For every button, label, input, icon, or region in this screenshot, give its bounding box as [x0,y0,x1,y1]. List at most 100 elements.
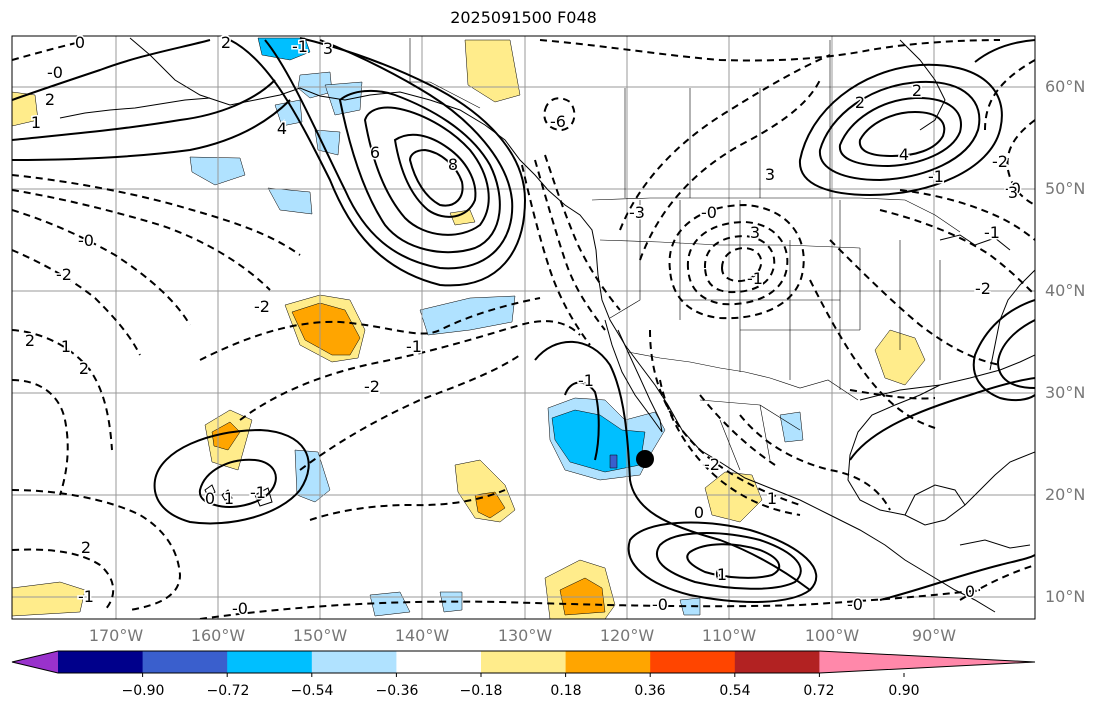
lon-label-120w: 120°W [599,626,655,645]
shaded-regions [12,37,926,619]
contour-label: -2 [704,455,720,474]
contour-label: -3 [629,203,645,222]
shade-warm-alaska-coast [464,39,521,103]
contour-east-canada-high-3 [838,96,962,168]
contour-west-pacific-1 [12,79,276,141]
contour-neg-alaska-north [539,39,1001,62]
coast-aleutians [59,97,211,119]
contour-label: -0 [232,599,248,618]
contour-gulf-coast-1 [849,377,1035,461]
contour-label: 0 [75,33,85,52]
coast-alaska-peninsula [129,37,549,191]
colorbar-tick-label: 0.90 [888,683,920,699]
contour-neg-northeast [984,59,1035,131]
contour-label: 3 [750,223,760,242]
coast-east-us [989,269,1035,371]
colorbar-extend-max [819,651,1035,673]
contour-neg-mid-pacific-4 [309,489,506,521]
contour-neg-rockies-low-2 [686,220,789,306]
contour-neg-mexico-2 [699,394,776,466]
contour-neg-rockies-low-4 [720,246,763,283]
lat-label-50n: 50°N [1045,179,1086,198]
contour-ridge-gulf-alaska-6 [408,148,464,207]
contour-label: -0 [78,231,94,250]
contour-hawaii-high-1 [153,428,310,525]
map-title: 2025091500 F048 [450,8,597,27]
contour-label: 2 [79,359,89,378]
contour-gulf-coast-3 [996,319,1035,389]
contour-neg-trough-2 [639,79,821,261]
contour-label: 3 [765,165,775,184]
border-us-mexico [627,351,859,401]
contour-neg-pacific-6 [12,379,69,496]
lon-label-110w: 110°W [701,626,757,645]
border-mexico-states [699,399,801,471]
contour-label: 8 [448,155,458,174]
colorbar-segment [227,651,313,673]
contour-east-pacific-low-lat-1 [627,521,818,603]
contour-label: 2 [912,81,922,100]
contour-label: -0 [701,203,717,222]
shade-warm-gulf-coast [874,329,926,386]
contour-label: 0 [715,565,725,584]
colorbar-segment [396,651,482,673]
colorbar-tick-label: 0.36 [634,683,666,699]
contour-label: 2 [25,331,35,350]
height-contours-dashed [12,39,1035,619]
contour-label: -2 [992,152,1008,171]
contour-east-canada-high-4 [858,110,946,158]
coast-caribbean [959,539,1031,549]
contour-neg-east-us [879,209,1035,296]
contour-neg-mid-pacific-3 [299,354,521,471]
lon-label-170w: 170°W [88,626,144,645]
contour-neg-rockies-low-1 [668,203,805,320]
shade-warm-mid-pacific-inner [291,302,361,356]
lon-label-140w: 140°W [394,626,450,645]
contour-neg-west-pacific-2 [12,189,271,291]
contour-neg-central-us [809,279,936,429]
lat-label-20n: 20°N [1045,485,1086,504]
contour-neg-central-us-2 [829,239,1001,366]
contour-neg-west-pacific-1 [12,174,301,256]
colorbar-segment [142,651,228,673]
contour-ridge-gulf-alaska-2 [264,39,514,270]
coast-gulf-us [859,354,1035,401]
lat-label-60n: 60°N [1045,77,1086,96]
location-marker [636,450,654,468]
contour-neg-south-edge [199,589,981,619]
contour-label: 1 [767,489,777,508]
shade-blue-south-3 [679,597,701,616]
contour-west-pacific-2 [12,99,291,161]
contour-baja-ridge-1 [534,340,811,591]
contour-neg-mid-pacific-2 [239,320,581,421]
contour-label: -1 [928,167,944,186]
coast-yucatan [904,484,966,516]
coastlines [59,37,1035,613]
border-canada-provinces [624,40,831,198]
contour-hawaii-high-2 [198,458,277,508]
colorbar-tick-label: −0.54 [290,683,334,699]
contour-caribbean [879,554,1035,601]
contour-label: -0 [1005,179,1021,198]
colorbar-segment [311,651,397,673]
contour-ridge-gulf-alaska-4 [363,106,490,236]
contour-ridge-gulf-alaska-5 [393,133,477,218]
contour-baja-ridge-2 [564,381,600,461]
contour-label: -1 [578,371,594,390]
coast-hawaii-2 [221,489,233,501]
contour-neg-coast-3 [544,154,621,311]
colorbar-tick-label: −0.36 [375,683,419,699]
contour-label: 1 [224,489,234,508]
contour-label: -2 [364,377,380,396]
colorbar-tick-label: 0.18 [550,683,582,699]
coast-baja [604,319,663,433]
shade-warm-subtropic-inner [474,491,506,519]
shade-warm-southwest [12,581,86,617]
contour-label: -1 [406,337,422,356]
shade-blue-alaska-2 [297,71,333,99]
political-borders [409,38,961,471]
coast-hudson [899,39,946,131]
contour-east-pacific-low-lat-3 [686,543,781,579]
lon-label-90w: 90°W [911,626,957,645]
